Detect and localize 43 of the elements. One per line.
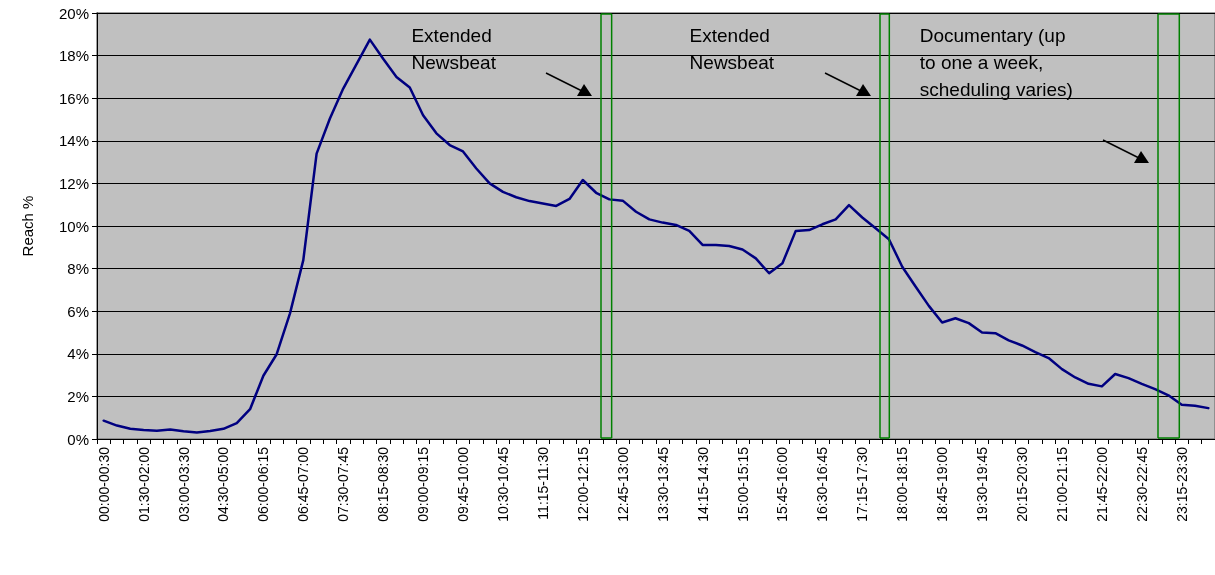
x-tick-label: 22:30-22:45 [1133, 446, 1150, 522]
x-tick-label: 13:30-13:45 [654, 446, 671, 522]
y-axis-title: Reach % [19, 195, 36, 257]
y-tick-label: 16% [58, 89, 89, 107]
x-tick-label: 21:45-22:00 [1093, 446, 1110, 522]
x-tick-label: 18:45-19:00 [934, 446, 951, 522]
x-tick-label: 11:15-11:30 [534, 446, 551, 520]
x-tick-label: 08:15-08:30 [375, 446, 392, 522]
x-tick-label: 18:00-18:15 [894, 446, 911, 522]
y-tick-label: 6% [67, 302, 89, 320]
x-tick-label: 16:30-16:45 [814, 446, 831, 522]
annotation: Documentary (up to one a week, scheduling varies) [919, 25, 1073, 100]
y-tick-label: 8% [67, 260, 89, 278]
x-tick-label: 04:30-05:00 [215, 446, 232, 522]
x-tick-label: 14:15-14:30 [694, 446, 711, 522]
x-tick-label: 23:15-23:30 [1173, 446, 1190, 522]
x-tick-label: 06:00-06:15 [255, 446, 272, 522]
annotation: Extended Newsbeat [411, 25, 497, 73]
x-tick-label: 12:00-12:15 [574, 446, 591, 522]
x-tick-label: 15:00-15:15 [734, 446, 751, 522]
y-tick-label: 12% [58, 174, 89, 192]
x-tick-label: 03:00-03:30 [175, 446, 192, 522]
x-tick-label: 21:00-21:15 [1053, 446, 1070, 522]
y-tick-label: 2% [67, 387, 89, 405]
x-tick-label: 00:00-00:30 [95, 446, 112, 522]
x-tick-label: 01:30-02:00 [135, 446, 152, 522]
x-tick-label: 10:30-10:45 [494, 446, 511, 522]
x-tick-label: 09:45-10:00 [455, 446, 472, 522]
y-tick-label: 18% [58, 47, 89, 65]
x-tick-label: 07:30-07:45 [335, 446, 352, 522]
y-tick-label: 10% [58, 217, 89, 235]
x-tick-label: 15:45-16:00 [774, 446, 791, 522]
y-tick-label: 0% [67, 430, 89, 448]
annotation: Extended Newsbeat [689, 25, 775, 73]
y-tick-label: 4% [67, 345, 89, 363]
x-tick-label: 12:45-13:00 [614, 446, 631, 522]
x-tick-label: 20:15-20:30 [1014, 446, 1031, 522]
y-tick-label: 20% [58, 4, 89, 22]
y-tick-label: 14% [58, 132, 89, 150]
x-tick-label: 09:00-09:15 [415, 446, 432, 522]
x-tick-label: 17:15-17:30 [854, 446, 871, 522]
x-tick-label: 06:45-07:00 [295, 446, 312, 522]
x-tick-label: 19:30-19:45 [974, 446, 991, 522]
